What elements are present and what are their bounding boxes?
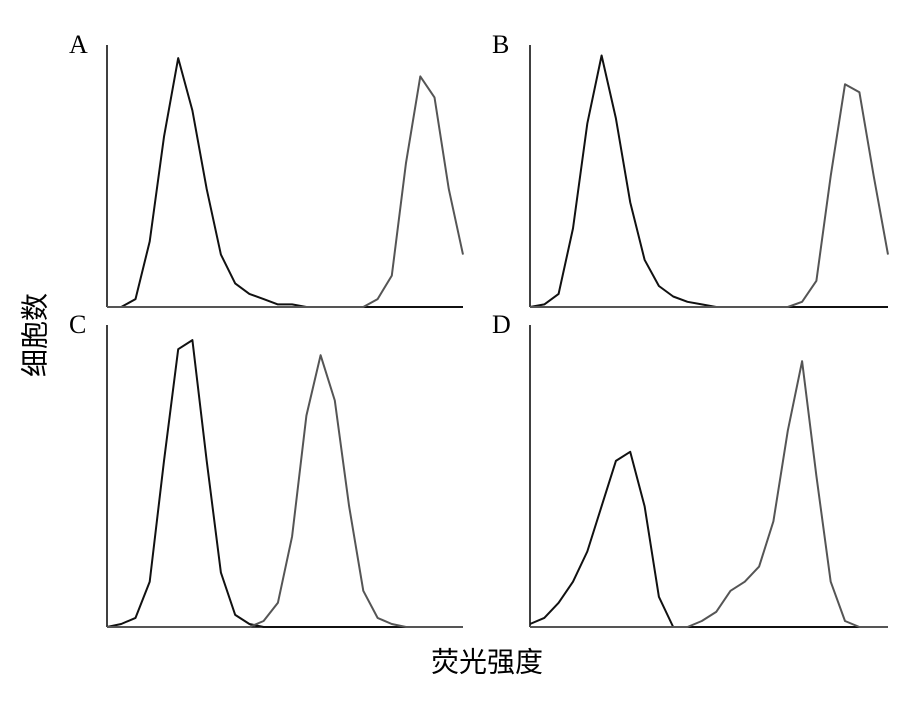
histogram-line [107,354,463,628]
histogram-line [530,83,889,308]
histogram-line [529,54,888,308]
histogram-line [107,75,464,308]
panel-title: B [492,30,509,59]
panel-title: D [492,310,511,339]
histogram-line [530,360,888,628]
histogram-line [107,57,463,308]
histogram-line [529,450,888,628]
histogram-line [106,339,463,628]
panel-title: A [69,30,88,59]
panel-title: C [69,310,86,339]
x-axis-label: 荧光强度 [431,646,543,678]
y-axis-label: 细胞数 [19,293,51,377]
